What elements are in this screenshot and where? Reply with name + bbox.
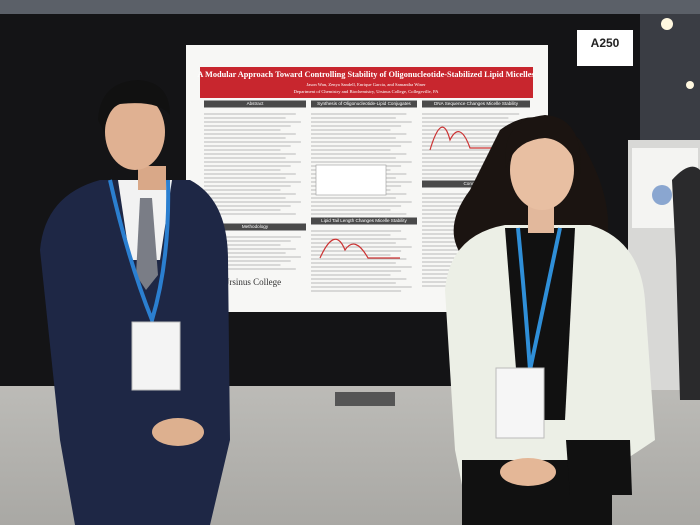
figure-plot xyxy=(429,126,500,151)
hands xyxy=(152,418,204,446)
neighbor-figure xyxy=(652,185,672,205)
ceiling-light xyxy=(686,81,694,89)
neck xyxy=(138,166,166,190)
section-title: Synthesis of Oligonucleotide-Lipid Conju… xyxy=(317,101,411,106)
figure-chart xyxy=(315,164,387,196)
table-legs xyxy=(335,392,395,406)
ceiling-beam xyxy=(0,0,700,14)
hair-front xyxy=(505,115,581,175)
booth-number: A250 xyxy=(591,36,620,50)
person-right xyxy=(445,115,655,525)
section-title: Methodology xyxy=(242,224,269,229)
section-header xyxy=(311,217,417,225)
poster-authors: Jason Wan, Zenya Sandell, Enrique Garcia… xyxy=(306,82,426,88)
booth-sign xyxy=(577,30,633,66)
tie xyxy=(136,198,158,290)
person-left xyxy=(40,80,230,525)
bystander xyxy=(672,166,700,400)
ceiling-light xyxy=(661,18,673,30)
face xyxy=(105,94,165,170)
handbag xyxy=(566,440,632,495)
title-band xyxy=(200,67,533,98)
college-logo: Ursinus College xyxy=(223,277,281,287)
figure-plot xyxy=(319,238,400,259)
hair xyxy=(98,80,170,132)
lanyard xyxy=(108,179,171,327)
section-title: Lipid Tail Length Changes Micelle Stabil… xyxy=(321,218,407,223)
hands xyxy=(500,458,556,486)
section-title: Abstract xyxy=(247,101,265,106)
section-header xyxy=(204,223,306,231)
section-header xyxy=(204,100,306,108)
section-header xyxy=(422,100,530,108)
badge xyxy=(495,367,545,439)
poster-title: A Modular Approach Toward Controlling St… xyxy=(197,70,535,79)
section-title: DNA Sequence Changes Micelle Stability xyxy=(434,101,519,106)
badge xyxy=(131,321,181,391)
section-header xyxy=(311,100,417,108)
poster-affiliation: Department of Chemistry and Biochemistry… xyxy=(294,89,440,95)
face xyxy=(510,130,574,210)
